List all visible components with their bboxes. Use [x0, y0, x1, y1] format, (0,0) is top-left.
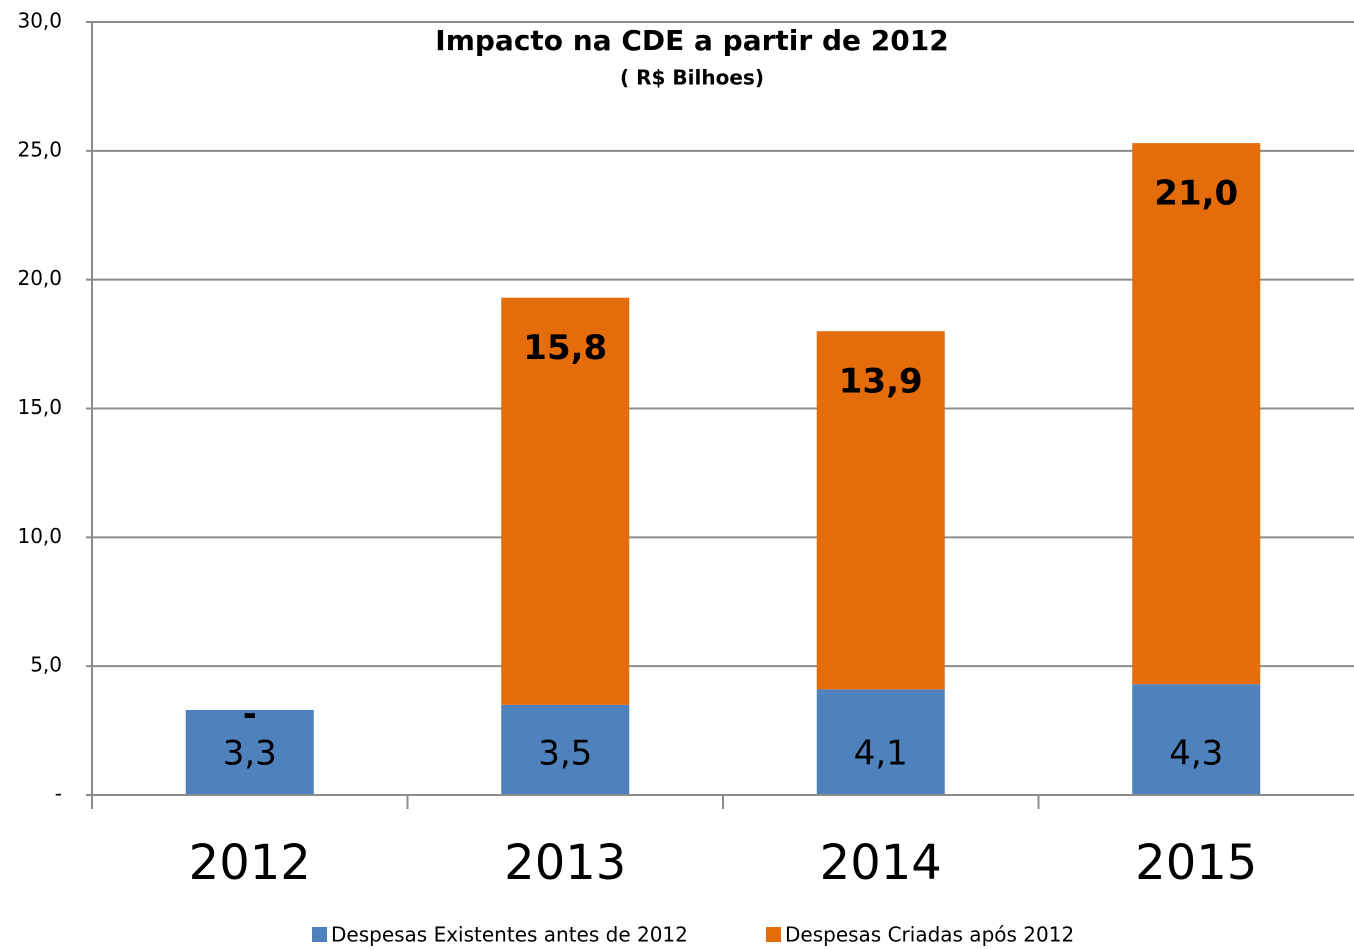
x-tick-label: 2014: [820, 835, 942, 891]
y-tick-label: 15,0: [17, 395, 62, 419]
bar-segment: [816, 689, 945, 795]
data-label: 4,3: [1169, 734, 1223, 774]
data-label: 3,3: [223, 734, 277, 774]
chart-title: Impacto na CDE a partir de 2012: [435, 24, 948, 57]
y-tick-label: 30,0: [17, 9, 62, 33]
chart-subtitle: ( R$ Bilhoes): [620, 66, 764, 90]
y-tick-label: 10,0: [17, 524, 62, 548]
bar-segment: [185, 709, 314, 795]
legend-label: Despesas Existentes antes de 2012: [331, 923, 688, 947]
data-label: -: [243, 694, 257, 734]
bar-segment: [816, 331, 945, 690]
x-tick-label: 2013: [504, 835, 626, 891]
bar-segment: [1132, 684, 1261, 795]
y-tick-label: -: [55, 782, 62, 806]
data-label: 4,1: [854, 734, 908, 774]
y-tick-label: 5,0: [30, 653, 62, 677]
data-label: 13,9: [839, 362, 923, 402]
bar-segment: [501, 704, 630, 795]
x-tick-label: 2012: [189, 835, 311, 891]
data-label: 21,0: [1154, 174, 1238, 214]
legend-label: Despesas Criadas após 2012: [785, 923, 1074, 947]
y-tick-label: 25,0: [17, 137, 62, 161]
bar-segment: [501, 297, 630, 705]
legend-swatch: [766, 927, 781, 942]
y-tick-label: 20,0: [17, 266, 62, 290]
legend-swatch: [312, 927, 327, 942]
x-tick-label: 2015: [1135, 835, 1257, 891]
bar-segment: [1132, 143, 1261, 685]
data-label: 15,8: [523, 328, 607, 368]
data-label: 3,5: [538, 734, 592, 774]
